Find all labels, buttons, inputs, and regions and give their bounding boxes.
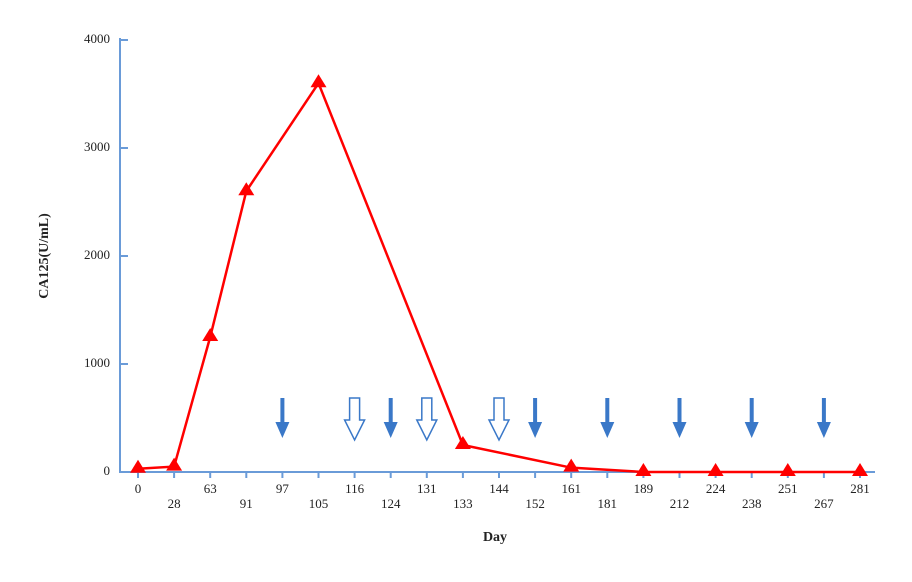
point bbox=[310, 74, 327, 88]
solid-arrow bbox=[528, 398, 543, 438]
point bbox=[454, 436, 471, 449]
hollow-arrow bbox=[415, 397, 439, 442]
point bbox=[563, 458, 580, 472]
point bbox=[166, 457, 183, 471]
solid-arrow bbox=[275, 398, 290, 438]
point bbox=[202, 328, 219, 341]
x-tick-label: 144 bbox=[489, 481, 509, 496]
x-tick-label: 181 bbox=[598, 496, 618, 511]
x-tick-label: 224 bbox=[706, 481, 726, 496]
solid-arrow bbox=[600, 398, 615, 438]
solid-arrow bbox=[744, 398, 759, 438]
y-tick-label: 3000 bbox=[84, 139, 110, 154]
point bbox=[779, 463, 796, 476]
x-tick-label: 281 bbox=[850, 481, 870, 496]
x-tick-label: 189 bbox=[634, 481, 654, 496]
x-tick-label: 91 bbox=[240, 496, 253, 511]
x-tick-label: 131 bbox=[417, 481, 437, 496]
solid-arrow bbox=[672, 398, 687, 438]
x-tick-label: 251 bbox=[778, 481, 798, 496]
hollow-arrow bbox=[343, 397, 366, 442]
x-tick-label: 63 bbox=[204, 481, 217, 496]
x-tick-label: 152 bbox=[525, 496, 545, 511]
y-tick-label: 1000 bbox=[84, 355, 110, 370]
x-tick-label: 267 bbox=[814, 496, 834, 511]
point bbox=[130, 459, 146, 473]
point bbox=[707, 463, 724, 476]
x-tick-label: 28 bbox=[168, 496, 181, 511]
hollow-arrow bbox=[487, 397, 511, 442]
point bbox=[238, 182, 255, 196]
x-tick-label: 212 bbox=[670, 496, 690, 511]
y-tick-label: 0 bbox=[104, 463, 111, 478]
x-tick-label: 97 bbox=[276, 481, 290, 496]
x-tick-label: 105 bbox=[309, 496, 329, 511]
solid-arrow bbox=[816, 398, 831, 438]
point bbox=[852, 463, 868, 476]
solid-arrow bbox=[383, 398, 398, 438]
y-tick-label: 4000 bbox=[84, 31, 110, 46]
y-axis-label: CA125(U/mL) bbox=[37, 213, 52, 299]
x-tick-label: 0 bbox=[135, 481, 142, 496]
x-tick-label: 238 bbox=[742, 496, 762, 511]
x-tick-label: 116 bbox=[345, 481, 365, 496]
y-tick-label: 2000 bbox=[84, 247, 110, 262]
x-tick-label: 133 bbox=[453, 496, 473, 511]
x-axis-label: Day bbox=[483, 530, 507, 545]
x-tick-label: 124 bbox=[381, 496, 401, 511]
point bbox=[635, 463, 652, 476]
x-tick-label: 161 bbox=[561, 481, 581, 496]
